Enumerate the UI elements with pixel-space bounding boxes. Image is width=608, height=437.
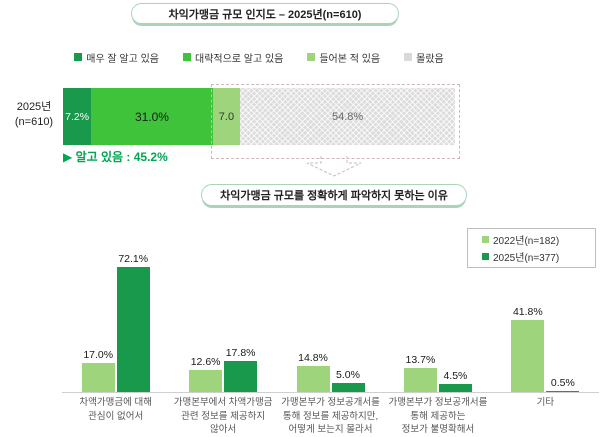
bar-value-label: 12.6% (190, 356, 221, 368)
bar (296, 366, 330, 392)
bottom-legend-item: 2022년(n=182) (482, 232, 595, 247)
top-legend-item: 몰랐음 (404, 50, 444, 65)
bar-group: 41.8% 0.5% (492, 245, 599, 392)
stacked-bar-segment-value: 54.8% (331, 110, 364, 123)
top-legend-swatch-icon (74, 53, 83, 61)
bar-column: 5.0% (331, 369, 365, 392)
bar-column: 4.5% (438, 370, 472, 392)
top-legend-swatch-icon (183, 53, 191, 61)
bar (224, 361, 258, 392)
bottom-legend-label: 2025년(n=377) (493, 253, 560, 264)
bar-row-label-n: (n=610) (14, 116, 54, 128)
top-legend-item: 대략적으로 알고 있음 (183, 50, 283, 65)
bar-column: 17.0% (81, 349, 115, 392)
bottom-legend-swatch-icon (482, 236, 489, 243)
bar-row-label-year: 2025년 (16, 101, 52, 113)
stacked-bar-segment: 7.2% (63, 88, 92, 145)
top-chart-title-text: 차익가맹금 규모 인지도 – 2025년(n=610) (168, 8, 362, 21)
stacked-bar-segment: 31.0% (91, 88, 213, 145)
category-labels: 차액가맹금에 대해 관심이 없어서 가맹본부에서 차액가맹금 관련 정보를 제공하… (62, 396, 599, 437)
category-label: 차액가맹금에 대해 관심이 없어서 (79, 397, 152, 422)
bar (81, 363, 115, 392)
top-legend-item: 들어본 적 있음 (307, 50, 380, 65)
known-percentage-note: ▶ 알고 있음 : 45.2% (63, 150, 168, 164)
bar-row-label: 2025년 (n=610) (6, 100, 62, 130)
bar-group: 17.0% 72.1% (62, 245, 169, 392)
bar-group: 13.7% 4.5% (384, 245, 491, 392)
bottom-legend-label: 2022년(n=182) (493, 236, 560, 247)
top-legend-swatch-icon (404, 53, 413, 61)
bottom-legend-swatch-icon (482, 253, 489, 260)
stacked-bar-segment: 7.0 (212, 88, 241, 145)
top-legend-label: 몰랐음 (416, 53, 444, 65)
category-label: 기타 (536, 397, 555, 408)
bar-group: 14.8% 5.0% (277, 245, 384, 392)
stacked-bar-segment-value: 7.0 (218, 110, 235, 123)
bar (189, 370, 223, 392)
category-label: 가맹본부가 정보공개서를 통해 정보를 제공하지만, 어떻게 보는지 몰라서 (281, 397, 380, 435)
top-legend-label: 대략적으로 알고 있음 (195, 53, 284, 65)
bar-column: 41.8% (511, 306, 545, 392)
top-legend-swatch-icon (307, 53, 316, 61)
top-legend-item: 매우 잘 알고 있음 (74, 50, 159, 65)
bar-column: 12.6% (189, 356, 223, 392)
bar-group: 12.6% 17.8% (169, 245, 276, 392)
bottom-chart-legend: 2022년(n=182) 2025년(n=377) (467, 228, 596, 268)
category-label: 가맹본부가 정보공개서를 통해 제공하는 정보가 불명확해서 (388, 397, 488, 435)
top-legend-label: 매우 잘 알고 있음 (86, 53, 159, 65)
bar (438, 384, 472, 392)
bar-value-label: 13.7% (405, 354, 436, 366)
bar (116, 267, 150, 392)
stacked-bar-segment-value: 7.2% (65, 110, 90, 123)
category-label: 가맹본부에서 차액가맹금 관련 정보를 제공하지 않아서 (173, 397, 273, 435)
grouped-bar-plot: 17.0% 72.1% 12.6% 17.8% 14.8% 5.0% 13.7% 4.5% 41… (62, 245, 599, 393)
bar-column: 17.8% (224, 347, 258, 392)
bar-column: 13.7% (403, 354, 437, 392)
stacked-bar-segment: 54.8% (240, 88, 455, 145)
bar (331, 383, 365, 392)
bottom-legend-item: 2025년(n=377) (482, 249, 595, 264)
bottom-chart-title-text: 차익가맹금 규모를 정확하게 파악하지 못하는 이유 (220, 190, 448, 202)
bar-value-label: 14.8% (298, 352, 328, 364)
bar-value-label: 5.0% (336, 369, 360, 381)
bar-column: 0.5% (546, 377, 580, 392)
bar-value-label: 72.1% (118, 253, 149, 265)
bar-value-label: 17.0% (83, 349, 114, 361)
stacked-bar-segment-value: 31.0% (134, 109, 169, 124)
bar-column: 72.1% (116, 253, 150, 392)
top-chart-title: 차익가맹금 규모 인지도 – 2025년(n=610) (131, 3, 399, 24)
bar-value-label: 0.5% (550, 377, 575, 389)
stacked-bar: 7.2% 31.0% 7.0 54.8% (63, 88, 455, 145)
bar (403, 368, 437, 392)
top-legend-label: 들어본 적 있음 (319, 53, 381, 65)
bar (511, 320, 545, 392)
bar-value-label: 4.5% (443, 370, 468, 382)
bar (546, 391, 580, 392)
bar-value-label: 17.8% (225, 347, 256, 359)
bottom-chart-title: 차익가맹금 규모를 정확하게 파악하지 못하는 이유 (201, 184, 467, 206)
top-chart-legend: 매우 잘 알고 있음 대략적으로 알고 있음 들어본 적 있음 몰랐음 (55, 50, 463, 65)
down-arrow-icon (306, 156, 362, 177)
bar-column: 14.8% (296, 352, 330, 392)
bar-value-label: 41.8% (512, 306, 543, 318)
